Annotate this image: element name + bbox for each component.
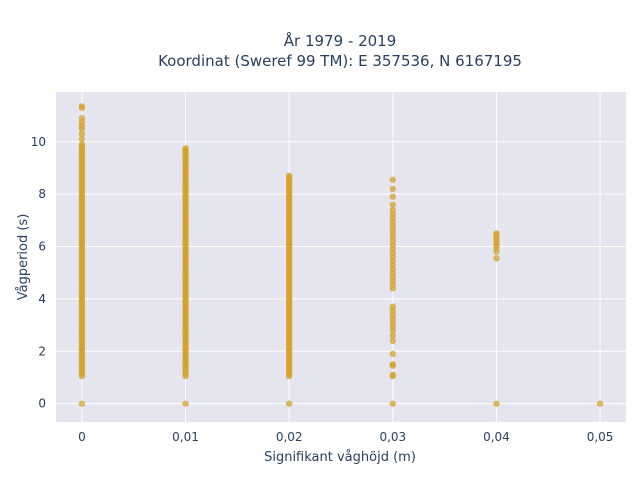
data-point xyxy=(389,193,397,200)
data-point xyxy=(285,400,293,407)
x-tick-label: 0 xyxy=(78,430,86,444)
y-axis-label: Vågperiod (s) xyxy=(16,214,31,301)
data-point xyxy=(389,350,397,358)
y-tick-label: 0 xyxy=(38,397,46,411)
data-point xyxy=(78,130,86,138)
data-point xyxy=(389,206,397,214)
x-axis-ticks: 0 0,01 0,02 0,03 0,04 0,05 xyxy=(78,430,613,444)
data-point xyxy=(182,400,189,407)
data-point xyxy=(78,103,86,110)
data-point xyxy=(389,176,397,183)
chart-title-line-2: Koordinat (Sweref 99 TM): E 357536, N 61… xyxy=(158,52,522,70)
data-point xyxy=(389,400,397,407)
y-tick-label: 2 xyxy=(38,344,46,358)
y-tick-label: 10 xyxy=(31,135,46,149)
data-points xyxy=(78,103,604,407)
data-point xyxy=(389,185,397,193)
x-axis-label: Signifikant våghöjd (m) xyxy=(264,450,416,465)
x-tick-label: 0,03 xyxy=(379,430,406,444)
data-point xyxy=(389,303,397,310)
data-point xyxy=(285,172,293,180)
x-tick-label: 0,05 xyxy=(587,430,614,444)
y-tick-label: 4 xyxy=(38,292,46,306)
data-point xyxy=(78,114,86,122)
data-point xyxy=(493,230,500,237)
data-point xyxy=(389,371,397,379)
data-point xyxy=(389,332,397,339)
data-point xyxy=(182,145,189,152)
data-point xyxy=(389,201,397,208)
data-point xyxy=(493,255,500,262)
data-point xyxy=(389,361,397,368)
x-tick-label: 0,02 xyxy=(276,430,303,444)
data-point xyxy=(493,400,500,407)
data-point xyxy=(596,400,604,407)
chart-title-line-1: År 1979 - 2019 xyxy=(284,31,397,50)
plot-area xyxy=(56,92,626,422)
x-tick-label: 0,01 xyxy=(172,430,199,444)
x-tick-label: 0,04 xyxy=(483,430,510,444)
data-point xyxy=(78,400,86,407)
data-point xyxy=(78,135,86,143)
data-point xyxy=(78,141,86,148)
y-axis-ticks: 0 2 4 6 8 10 xyxy=(31,135,46,411)
y-tick-label: 8 xyxy=(38,187,46,201)
data-point xyxy=(389,337,397,345)
y-tick-label: 6 xyxy=(38,240,46,254)
